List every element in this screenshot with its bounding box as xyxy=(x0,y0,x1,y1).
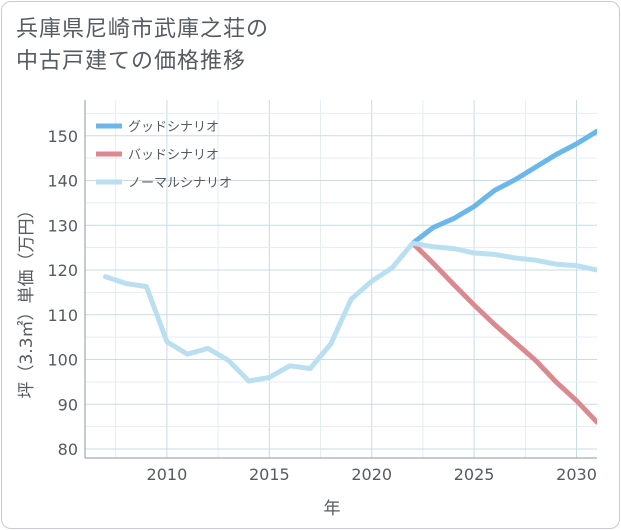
x-axis-label: 年 xyxy=(324,499,341,519)
x-tick-label: 2020 xyxy=(351,465,392,484)
y-tick-label: 80 xyxy=(58,440,78,459)
y-tick-label: 150 xyxy=(47,127,78,146)
series-line-2 xyxy=(103,240,597,384)
y-tick-label: 120 xyxy=(47,261,78,280)
x-tick-label: 2025 xyxy=(454,465,495,484)
chart-title-line-1: 兵庫県尼崎市武庫之荘の xyxy=(16,17,270,42)
axes xyxy=(84,100,597,459)
x-tick-labels: 2010 2015 2020 2025 2030 xyxy=(147,465,597,484)
y-tick-label: 130 xyxy=(47,216,78,235)
y-tick-label: 90 xyxy=(58,395,78,414)
x-tick-label: 2030 xyxy=(556,465,597,484)
legend-label: グッドシナリオ xyxy=(128,120,219,135)
y-tick-label: 100 xyxy=(47,351,78,370)
legend-label: バッドシナリオ xyxy=(128,148,219,163)
y-axis-label: 坪（3.3㎡）単価（万円） xyxy=(17,201,37,398)
series-line-1 xyxy=(410,240,597,425)
x-tick-label: 2010 xyxy=(147,465,188,484)
y-tick-labels: 80 90 100 110 120 130 140 150 xyxy=(47,127,78,459)
chart-title-line-2: 中古戸建ての価格推移 xyxy=(16,49,247,74)
y-tick-label: 140 xyxy=(47,172,78,191)
y-tick-label: 110 xyxy=(47,306,78,325)
plot-area xyxy=(85,100,597,458)
x-tick-label: 2015 xyxy=(249,465,290,484)
series-line-0 xyxy=(410,128,597,246)
series-lines xyxy=(103,128,597,425)
legend-label: ノーマルシナリオ xyxy=(128,176,232,191)
chart-title: 兵庫県尼崎市武庫之荘の 中古戸建ての価格推移 xyxy=(16,14,269,78)
